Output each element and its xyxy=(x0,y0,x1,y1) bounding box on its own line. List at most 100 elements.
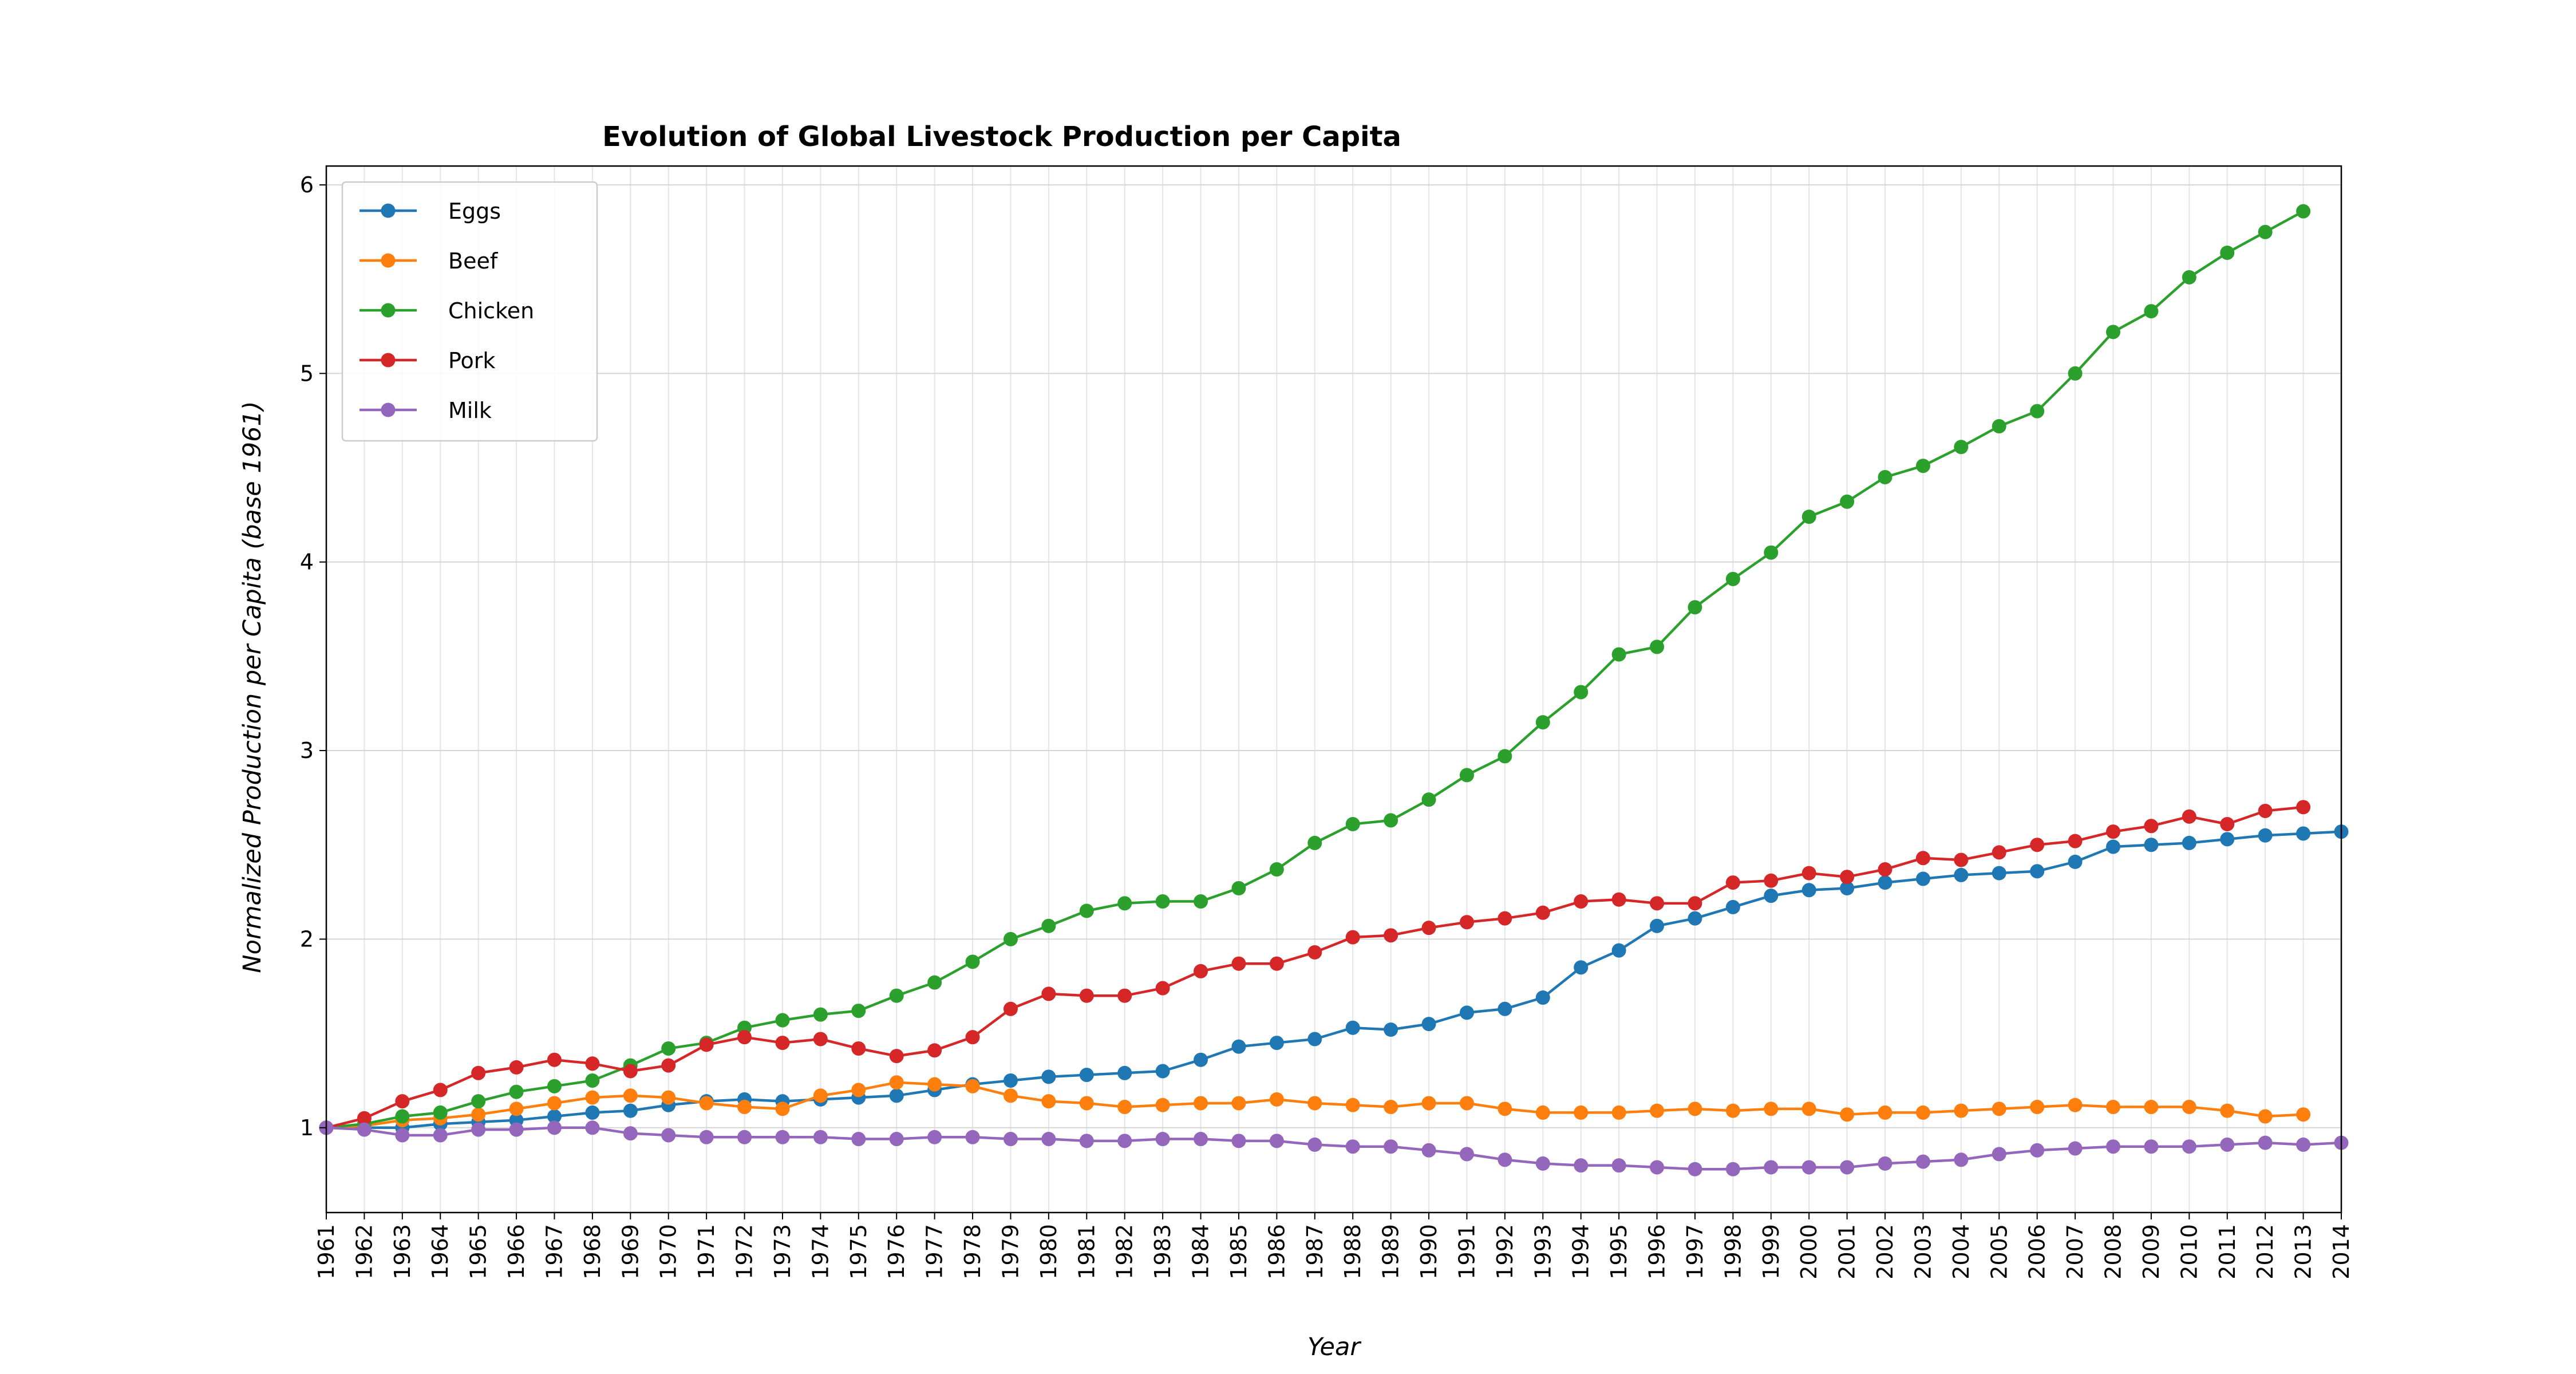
data-point-chicken xyxy=(1307,835,1322,850)
data-point-milk xyxy=(2296,1137,2311,1152)
data-point-beef xyxy=(585,1090,600,1105)
data-point-eggs xyxy=(1535,990,1550,1005)
data-point-beef xyxy=(1459,1096,1474,1111)
data-point-milk xyxy=(1231,1134,1246,1148)
data-point-chicken xyxy=(1725,571,1740,586)
data-point-chicken xyxy=(1992,419,2006,434)
data-point-chicken xyxy=(2220,246,2235,260)
x-tick-label: 1983 xyxy=(1150,1224,1175,1280)
data-point-pork xyxy=(1384,928,1398,943)
data-point-chicken xyxy=(1003,931,1018,946)
data-point-chicken xyxy=(1117,896,1132,911)
data-point-pork xyxy=(1954,852,1969,867)
x-tick-label: 1968 xyxy=(580,1224,605,1280)
data-point-milk xyxy=(889,1132,904,1147)
data-point-beef xyxy=(1992,1101,2006,1116)
data-point-milk xyxy=(851,1132,866,1147)
legend-marker-pork xyxy=(381,353,396,368)
x-tick-label: 1994 xyxy=(1568,1224,1594,1280)
data-point-chicken xyxy=(1611,647,1626,662)
x-tick-label: 1972 xyxy=(732,1224,757,1280)
data-point-beef xyxy=(509,1101,524,1116)
data-point-eggs xyxy=(1954,867,1969,882)
data-point-milk xyxy=(1801,1160,1816,1175)
data-point-beef xyxy=(2144,1100,2159,1115)
data-point-chicken xyxy=(1650,639,1665,654)
data-point-beef xyxy=(1194,1096,1208,1111)
data-point-milk xyxy=(395,1128,410,1143)
data-point-pork xyxy=(1764,873,1779,888)
data-point-pork xyxy=(2030,838,2045,852)
data-point-beef xyxy=(1384,1100,1398,1115)
legend-item-milk: Milk xyxy=(359,398,492,423)
x-tick-label: 2011 xyxy=(2215,1224,2240,1280)
data-point-pork xyxy=(1915,851,1930,866)
data-point-beef xyxy=(623,1088,638,1103)
x-tick-label: 2010 xyxy=(2176,1224,2202,1280)
legend-marker-eggs xyxy=(381,203,396,218)
data-point-pork xyxy=(2068,834,2083,848)
data-point-chicken xyxy=(813,1007,828,1022)
data-point-beef xyxy=(1269,1092,1284,1107)
data-point-chicken xyxy=(1155,894,1170,909)
data-point-milk xyxy=(1535,1156,1550,1171)
data-point-pork xyxy=(1992,845,2006,860)
data-point-pork xyxy=(623,1064,638,1079)
y-tick-label: 2 xyxy=(300,926,314,951)
data-point-milk xyxy=(2144,1139,2159,1154)
data-point-milk xyxy=(2258,1135,2273,1150)
data-point-chicken xyxy=(1269,862,1284,877)
y-tick-label: 3 xyxy=(300,738,314,763)
legend-box xyxy=(341,181,598,442)
data-point-pork xyxy=(1155,981,1170,996)
data-point-beef xyxy=(661,1090,676,1105)
data-point-pork xyxy=(737,1030,752,1045)
data-point-eggs xyxy=(1079,1068,1094,1083)
y-tick-label: 1 xyxy=(300,1115,314,1140)
data-point-beef xyxy=(927,1077,942,1092)
x-tick-label: 1974 xyxy=(808,1224,833,1280)
data-point-beef xyxy=(1003,1088,1018,1103)
data-point-pork xyxy=(1574,894,1589,909)
x-tick-label: 1971 xyxy=(694,1224,719,1280)
x-tick-label: 2012 xyxy=(2253,1224,2278,1280)
y-tick-label: 5 xyxy=(300,361,314,386)
x-tick-label: 1975 xyxy=(846,1224,871,1280)
data-point-pork xyxy=(1611,892,1626,907)
data-point-pork xyxy=(2182,809,2196,824)
data-point-chicken xyxy=(2106,325,2121,339)
data-point-pork xyxy=(1459,915,1474,930)
data-point-eggs xyxy=(1155,1064,1170,1079)
data-point-milk xyxy=(1459,1147,1474,1162)
data-point-beef xyxy=(1345,1097,1360,1112)
data-point-beef xyxy=(1840,1107,1855,1122)
data-point-pork xyxy=(2296,800,2311,815)
data-point-beef xyxy=(1307,1096,1322,1111)
data-point-eggs xyxy=(1459,1005,1474,1020)
x-tick-label: 2006 xyxy=(2025,1224,2050,1280)
data-point-eggs xyxy=(2030,864,2045,879)
data-point-beef xyxy=(2068,1097,2083,1112)
data-point-milk xyxy=(1574,1158,1589,1173)
data-point-chicken xyxy=(1194,894,1208,909)
data-point-chicken xyxy=(1231,881,1246,895)
data-point-chicken xyxy=(395,1109,410,1124)
data-point-pork xyxy=(851,1041,866,1056)
data-point-beef xyxy=(1498,1101,1512,1116)
legend-marker-chicken xyxy=(381,303,396,318)
x-tick-label: 2000 xyxy=(1796,1224,1822,1280)
data-point-beef xyxy=(1079,1096,1094,1111)
data-point-beef xyxy=(1725,1103,1740,1118)
data-point-milk xyxy=(661,1128,676,1143)
data-point-pork xyxy=(1117,988,1132,1003)
data-point-chicken xyxy=(2144,304,2159,319)
data-point-pork xyxy=(2106,824,2121,839)
data-point-chicken xyxy=(2296,204,2311,219)
data-point-beef xyxy=(2220,1103,2235,1118)
legend-item-chicken: Chicken xyxy=(359,298,534,323)
x-tick-label: 1966 xyxy=(504,1224,529,1280)
tick-layer: 1961 1962 1963 1964 1965 1966 1967 1968 1969 1970… xyxy=(300,172,2354,1280)
data-point-eggs xyxy=(1725,899,1740,914)
x-tick-label: 2004 xyxy=(1949,1224,1974,1280)
data-point-milk xyxy=(623,1126,638,1141)
